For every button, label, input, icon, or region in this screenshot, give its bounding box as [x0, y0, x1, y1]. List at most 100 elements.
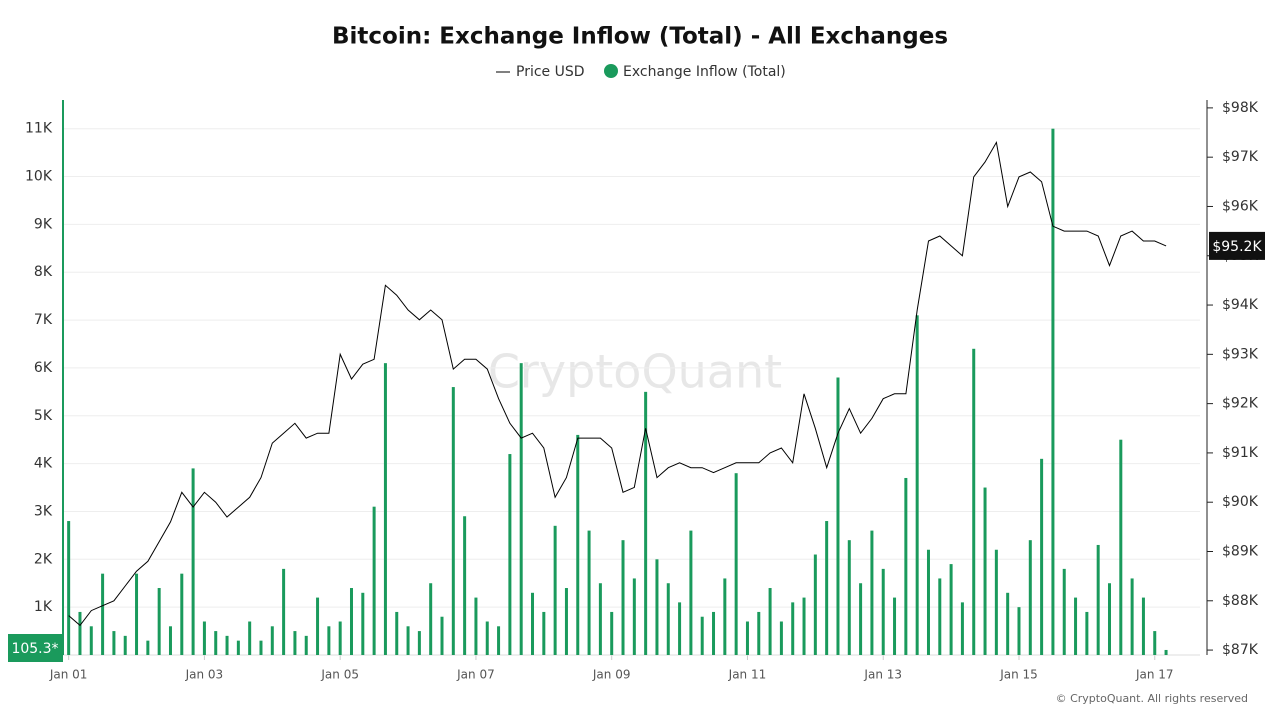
bar: [610, 611, 614, 655]
y-tick-label: 7K: [34, 312, 53, 328]
bar: [1153, 631, 1157, 655]
bar: [1028, 540, 1032, 655]
x-tick-label: Jan 07: [456, 668, 495, 682]
bar: [802, 597, 806, 655]
bar: [1085, 611, 1089, 655]
bar: [881, 568, 885, 655]
bar: [417, 631, 421, 655]
bar: [1119, 439, 1123, 655]
bar: [949, 564, 953, 655]
bar: [689, 530, 693, 655]
bar: [757, 611, 761, 655]
price-line: [68, 140, 1167, 627]
bar: [576, 434, 580, 655]
bar: [666, 583, 670, 655]
y2-tick-label: $97K: [1222, 149, 1259, 165]
bar: [270, 626, 274, 655]
legend-label: Exchange Inflow (Total): [623, 64, 786, 80]
bar: [225, 635, 229, 655]
bar: [813, 554, 817, 655]
bar: [248, 621, 252, 655]
x-tick-label: Jan 11: [728, 668, 767, 682]
bar: [564, 588, 568, 655]
bar: [859, 583, 863, 655]
bar: [327, 626, 331, 655]
bar: [1062, 568, 1066, 655]
bar: [1017, 607, 1021, 655]
y2-tick-label: $94K: [1222, 297, 1259, 313]
bar: [531, 592, 535, 655]
bar: [870, 530, 874, 655]
bar: [915, 315, 919, 655]
bar: [791, 602, 795, 655]
bar: [768, 588, 772, 655]
footer: © CryptoQuant. All rights reserved: [1056, 692, 1248, 705]
bar: [236, 640, 240, 655]
bar: [372, 506, 376, 655]
y2-tick-label: $87K: [1222, 642, 1259, 658]
price-badge: [1209, 231, 1265, 260]
bar: [938, 578, 942, 655]
bar: [587, 530, 591, 655]
y2-tick-label: $90K: [1222, 494, 1259, 510]
bar: [542, 611, 546, 655]
bar: [1107, 583, 1111, 655]
bar: [180, 573, 184, 655]
x-tick-label: Jan 01: [49, 668, 88, 682]
bar: [904, 477, 908, 655]
x-tick-label: Jan 05: [320, 668, 359, 682]
legend-dot: [604, 64, 618, 78]
bar: [349, 588, 353, 655]
y-tick-label: 5K: [34, 408, 53, 424]
inflow-badge: [8, 634, 63, 662]
price-badge-label: $95.2K: [1212, 239, 1262, 255]
bar: [632, 578, 636, 655]
bar: [338, 621, 342, 655]
bar: [994, 549, 998, 655]
bar: [316, 597, 320, 655]
bar: [497, 626, 501, 655]
bar: [1006, 592, 1010, 655]
x-tick-label: Jan 09: [592, 668, 631, 682]
bar: [983, 487, 987, 655]
bar: [893, 597, 897, 655]
y-tick-label: 3K: [34, 503, 53, 519]
y-tick-label: 11K: [25, 121, 53, 137]
y2-tick-label: $98K: [1222, 100, 1259, 116]
bar: [89, 626, 93, 655]
bar: [78, 611, 82, 655]
bar: [361, 592, 365, 655]
bar: [655, 559, 659, 655]
bar: [712, 611, 716, 655]
bar: [202, 621, 206, 655]
bar: [146, 640, 150, 655]
bar: [508, 454, 512, 655]
bar: [485, 621, 489, 655]
chart-title: Bitcoin: Exchange Inflow (Total) - All E…: [332, 24, 948, 50]
bar: [745, 621, 749, 655]
bar: [406, 626, 410, 655]
bar: [700, 616, 704, 655]
bar: [67, 521, 71, 655]
bar: [135, 573, 139, 655]
bar: [779, 621, 783, 655]
bar: [644, 391, 648, 655]
y-tick-label: 8K: [34, 264, 53, 280]
bar: [960, 602, 964, 655]
bar: [429, 583, 433, 655]
bar: [1130, 578, 1134, 655]
bar: [123, 635, 127, 655]
bar: [440, 616, 444, 655]
bar: [383, 363, 387, 655]
y-tick-label: 10K: [25, 169, 53, 185]
bar: [214, 631, 218, 655]
y2-tick-label: $91K: [1222, 445, 1259, 461]
bar: [168, 626, 172, 655]
bar: [598, 583, 602, 655]
bar: [474, 597, 478, 655]
bar: [1074, 597, 1078, 655]
bar: [926, 549, 930, 655]
bar: [282, 568, 286, 655]
bar: [101, 573, 105, 655]
